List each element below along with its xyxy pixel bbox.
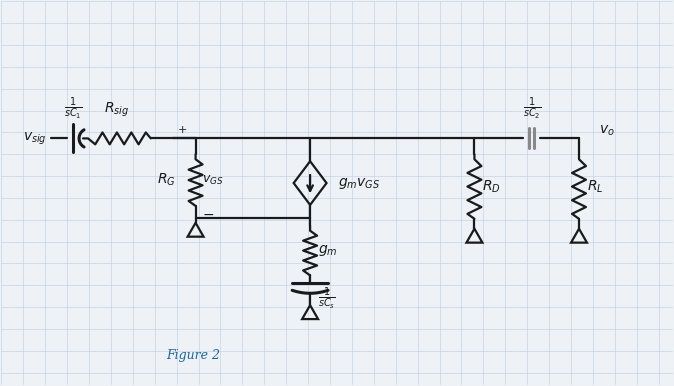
Text: $g_m v_{GS}$: $g_m v_{GS}$ xyxy=(338,176,380,191)
Text: $R_G$: $R_G$ xyxy=(157,172,176,188)
Text: $\frac{1}{sC_1}$: $\frac{1}{sC_1}$ xyxy=(64,96,82,122)
Text: $\frac{1}{sC_2}$: $\frac{1}{sC_2}$ xyxy=(523,96,541,122)
Text: $v_{GS}$: $v_{GS}$ xyxy=(202,174,223,187)
Text: $\frac{1}{sC_s}$: $\frac{1}{sC_s}$ xyxy=(318,286,336,312)
Text: $R_D$: $R_D$ xyxy=(483,178,501,195)
Text: $+$: $+$ xyxy=(177,124,187,135)
Text: $v_{sig}$: $v_{sig}$ xyxy=(24,130,47,147)
Text: $v_o$: $v_o$ xyxy=(599,123,615,138)
Text: $g_m$: $g_m$ xyxy=(318,243,338,258)
Text: $R_{sig}$: $R_{sig}$ xyxy=(104,100,129,119)
Text: $-$: $-$ xyxy=(202,207,214,221)
Text: Figure 2: Figure 2 xyxy=(166,349,220,362)
Text: $R_L$: $R_L$ xyxy=(587,178,603,195)
